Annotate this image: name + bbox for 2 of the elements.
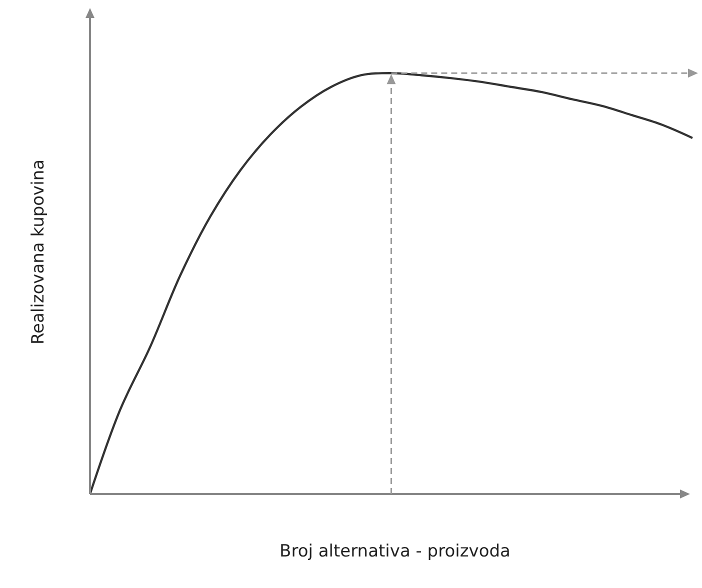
- x-axis-title: Broj alternativa - proizvoda: [280, 541, 510, 562]
- y-axis-title: Realizovana kupovina: [28, 159, 49, 345]
